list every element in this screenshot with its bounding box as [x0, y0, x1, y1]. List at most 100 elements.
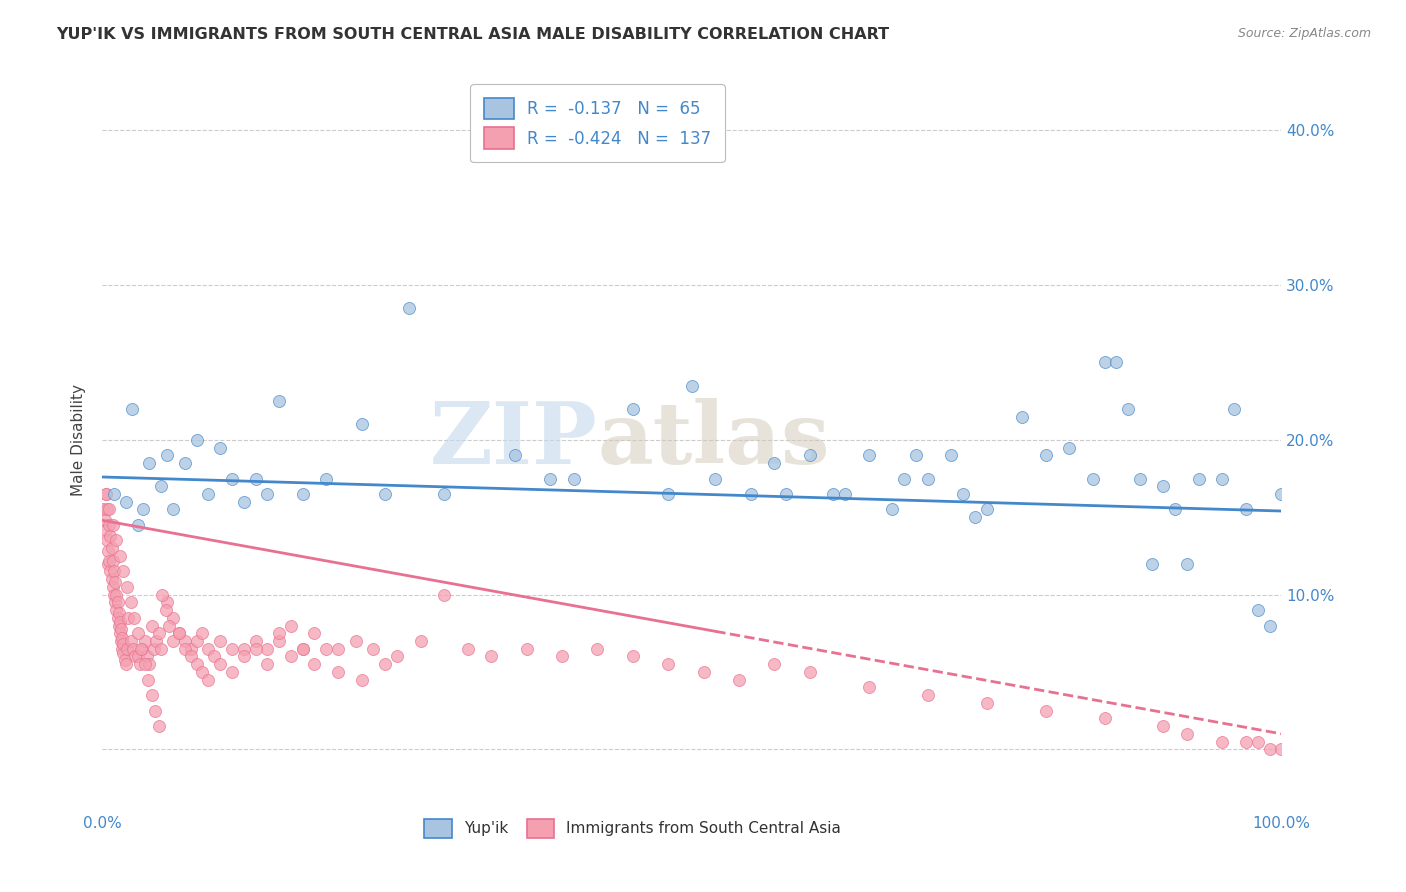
Point: [141, 688, 163, 702]
Point: [202, 649, 225, 664]
Point: [740, 487, 762, 501]
Point: [186, 634, 208, 648]
Point: [291, 641, 314, 656]
Point: [882, 502, 904, 516]
Point: [1164, 502, 1187, 516]
Point: [1175, 727, 1198, 741]
Point: [122, 611, 145, 625]
Point: [105, 603, 128, 617]
Point: [976, 502, 998, 516]
Point: [209, 657, 232, 672]
Point: [221, 665, 243, 679]
Text: ZIP: ZIP: [430, 398, 598, 482]
Point: [107, 618, 129, 632]
Point: [114, 652, 136, 666]
Point: [681, 378, 703, 392]
Point: [180, 649, 202, 664]
Point: [1247, 603, 1270, 617]
Point: [101, 580, 124, 594]
Point: [1057, 441, 1080, 455]
Point: [134, 634, 156, 648]
Point: [267, 634, 290, 648]
Point: [94, 487, 117, 501]
Point: [291, 641, 314, 656]
Point: [398, 301, 420, 316]
Point: [120, 634, 142, 648]
Point: [232, 641, 254, 656]
Point: [858, 681, 880, 695]
Point: [1258, 618, 1281, 632]
Point: [232, 494, 254, 508]
Point: [692, 665, 714, 679]
Point: [136, 649, 159, 664]
Point: [799, 665, 821, 679]
Point: [621, 649, 644, 664]
Point: [143, 704, 166, 718]
Point: [858, 448, 880, 462]
Point: [1188, 471, 1211, 485]
Point: [108, 626, 131, 640]
Point: [162, 502, 184, 516]
Point: [315, 471, 337, 485]
Point: [167, 626, 190, 640]
Point: [131, 641, 153, 656]
Point: [150, 641, 173, 656]
Point: [101, 518, 124, 533]
Point: [374, 657, 396, 672]
Point: [267, 626, 290, 640]
Point: [100, 572, 122, 586]
Point: [917, 688, 939, 702]
Point: [111, 631, 134, 645]
Point: [1234, 502, 1257, 516]
Point: [159, 618, 181, 632]
Point: [374, 487, 396, 501]
Point: [111, 641, 134, 656]
Point: [173, 456, 195, 470]
Point: [280, 649, 302, 664]
Point: [96, 533, 118, 548]
Point: [893, 471, 915, 485]
Point: [385, 649, 408, 664]
Point: [105, 588, 128, 602]
Point: [433, 487, 456, 501]
Point: [917, 471, 939, 485]
Point: [538, 471, 561, 485]
Point: [409, 634, 432, 648]
Point: [132, 502, 155, 516]
Point: [1105, 355, 1128, 369]
Point: [94, 487, 117, 501]
Point: [96, 502, 118, 516]
Point: [1270, 487, 1292, 501]
Point: [124, 649, 146, 664]
Point: [1258, 742, 1281, 756]
Point: [775, 487, 797, 501]
Point: [105, 533, 128, 548]
Point: [1081, 471, 1104, 485]
Point: [191, 626, 214, 640]
Point: [117, 611, 139, 625]
Point: [180, 641, 202, 656]
Point: [1211, 471, 1233, 485]
Point: [326, 641, 349, 656]
Point: [138, 657, 160, 672]
Point: [129, 657, 152, 672]
Point: [1175, 557, 1198, 571]
Point: [114, 494, 136, 508]
Point: [122, 641, 145, 656]
Point: [94, 523, 117, 537]
Point: [141, 618, 163, 632]
Point: [315, 641, 337, 656]
Point: [197, 673, 219, 687]
Point: [115, 641, 138, 656]
Point: [763, 456, 786, 470]
Point: [1094, 711, 1116, 725]
Point: [350, 673, 373, 687]
Point: [1234, 734, 1257, 748]
Point: [97, 544, 120, 558]
Point: [363, 641, 385, 656]
Point: [976, 696, 998, 710]
Point: [1211, 734, 1233, 748]
Point: [136, 673, 159, 687]
Point: [186, 657, 208, 672]
Point: [112, 646, 135, 660]
